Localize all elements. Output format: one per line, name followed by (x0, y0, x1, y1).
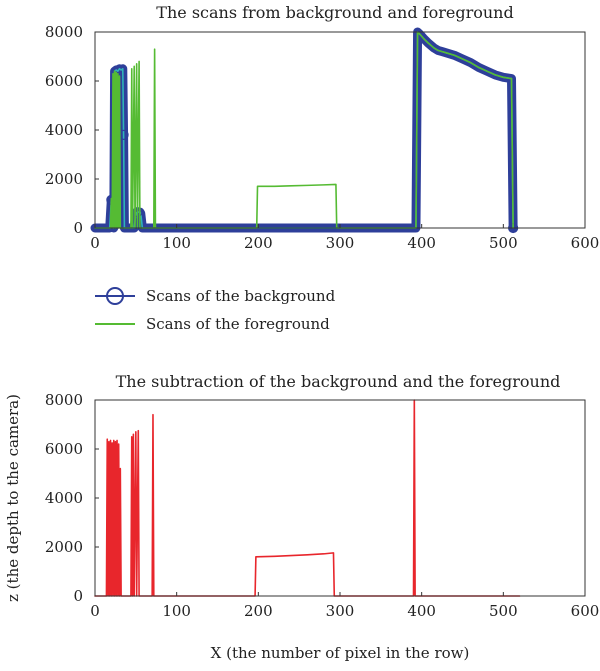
chart-bottom-axes-frame (94, 399, 586, 597)
chart-bottom-y-ticks: 0 2000 4000 6000 8000 (45, 391, 99, 605)
x-tick-label: 0 (90, 234, 100, 252)
x-tick-label: 600 (571, 602, 600, 620)
chart-top-title: The scans from background and foreground (156, 3, 513, 22)
x-tick-label: 200 (244, 602, 273, 620)
x-tick-label: 600 (571, 234, 600, 252)
x-tick-label: 400 (407, 602, 436, 620)
x-tick-label: 500 (489, 602, 518, 620)
y-tick-label: 0 (73, 587, 83, 605)
y-tick-label: 2000 (45, 170, 83, 188)
chart-bottom-x-axis-label: X (the number of pixel in the row) (211, 644, 470, 662)
series-foreground-line (94, 31, 514, 229)
chart-bottom-title: The subtraction of the background and th… (116, 372, 561, 391)
chart-top-plot-area (90, 27, 519, 234)
chart-top-legend: Scans of the background Scans of the for… (95, 287, 336, 333)
legend-background-marker (106, 287, 124, 305)
y-tick-label: 8000 (45, 391, 83, 409)
chart-top-x-ticks: 0 100 200 300 400 500 600 (90, 224, 599, 252)
x-tick-label: 0 (90, 602, 100, 620)
legend-foreground-label: Scans of the foreground (146, 315, 330, 333)
series-background-line (90, 27, 518, 233)
x-tick-label: 500 (489, 234, 518, 252)
x-tick-label: 100 (162, 234, 191, 252)
y-tick-label: 6000 (45, 440, 83, 458)
x-tick-label: 100 (162, 602, 191, 620)
x-tick-label: 300 (326, 602, 355, 620)
y-tick-label: 4000 (45, 121, 83, 139)
y-tick-label: 0 (73, 219, 83, 237)
series-difference-line (94, 399, 521, 597)
chart-bottom-plot-area (94, 399, 521, 597)
x-tick-label: 200 (244, 234, 273, 252)
series-background-core-line (95, 31, 514, 229)
chart-bottom-y-axis-label: z (the depth to the camera) (4, 394, 22, 602)
x-tick-label: 400 (407, 234, 436, 252)
chart-bottom: The subtraction of the background and th… (4, 372, 599, 662)
chart-bottom-x-ticks: 0 100 200 300 400 500 600 (90, 592, 599, 620)
chart-top-y-ticks: 0 2000 4000 6000 8000 (45, 23, 99, 237)
y-tick-label: 2000 (45, 538, 83, 556)
y-tick-label: 6000 (45, 72, 83, 90)
y-tick-label: 8000 (45, 23, 83, 41)
x-tick-label: 300 (326, 234, 355, 252)
legend-background-label: Scans of the background (146, 287, 336, 305)
chart-top: The scans from background and foreground… (45, 3, 600, 252)
legend-item-background: Scans of the background (95, 287, 336, 305)
y-tick-label: 4000 (45, 489, 83, 507)
legend-item-foreground: Scans of the foreground (95, 315, 330, 333)
